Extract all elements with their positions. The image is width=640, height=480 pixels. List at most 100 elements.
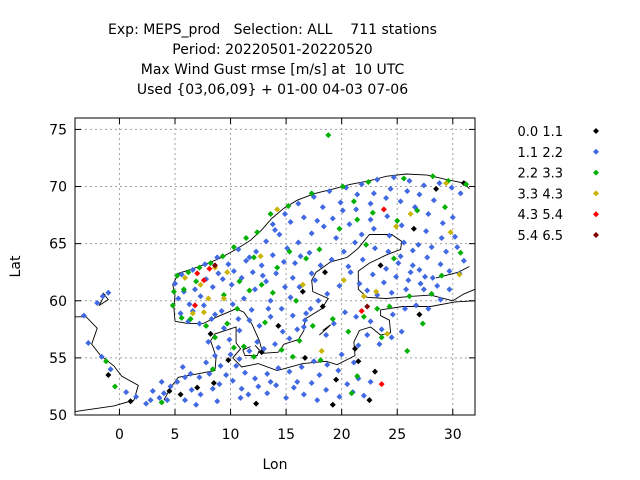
data-point <box>336 282 343 289</box>
data-point <box>347 269 354 276</box>
data-point <box>376 341 383 348</box>
data-point <box>378 381 385 388</box>
data-point <box>209 385 216 392</box>
data-point <box>302 317 308 324</box>
data-point <box>196 320 203 327</box>
legend-entry-marker <box>593 169 599 176</box>
data-point <box>205 338 212 345</box>
data-point <box>360 313 367 320</box>
data-point <box>220 292 227 299</box>
data-point <box>217 362 224 369</box>
data-point <box>287 218 294 225</box>
data-point <box>447 229 454 236</box>
data-point <box>353 313 360 320</box>
data-point <box>246 317 253 324</box>
y-tick-label: 65 <box>49 237 67 253</box>
data-point <box>207 330 214 337</box>
data-point <box>252 286 258 293</box>
data-point <box>254 338 261 345</box>
data-point <box>256 322 263 329</box>
data-point <box>287 294 294 301</box>
data-point <box>428 290 435 297</box>
data-point <box>200 309 207 316</box>
coastline <box>319 324 331 336</box>
data-point <box>370 190 377 197</box>
data-point <box>94 300 101 307</box>
data-point <box>185 269 192 276</box>
data-point <box>238 385 245 392</box>
data-point <box>252 375 258 382</box>
data-point <box>318 348 325 355</box>
data-point <box>429 173 436 180</box>
data-point <box>267 210 274 217</box>
data-point <box>282 284 288 291</box>
data-point <box>352 239 358 246</box>
data-point <box>339 207 346 214</box>
data-point <box>99 293 106 300</box>
data-point <box>307 305 314 312</box>
data-point <box>363 241 370 248</box>
legend-entry-label: 4.3 5.4 <box>518 208 563 223</box>
data-point <box>208 316 215 323</box>
data-point <box>245 391 252 398</box>
data-point <box>388 334 395 341</box>
data-point <box>369 209 376 216</box>
data-point <box>306 249 313 256</box>
data-point <box>342 309 348 316</box>
legend-entry-marker <box>593 128 599 134</box>
axis-ticks: 0 5 10 15 20 25 30 50 55 60 65 70 75 <box>49 118 475 443</box>
data-point <box>335 367 342 374</box>
data-point <box>323 386 330 393</box>
data-point <box>364 332 371 339</box>
data-point <box>316 372 323 379</box>
data-point <box>395 260 402 267</box>
data-point <box>255 383 262 390</box>
data-point <box>212 352 218 359</box>
data-point <box>179 364 186 371</box>
data-point <box>400 175 407 182</box>
data-point <box>273 270 280 277</box>
data-point <box>236 327 243 334</box>
title-line-2: Period: 20220501-20220520 <box>172 42 373 58</box>
data-point <box>267 378 274 385</box>
data-point <box>105 372 112 379</box>
data-point <box>253 400 260 407</box>
data-point <box>437 296 444 303</box>
data-point <box>212 334 218 341</box>
legend: 0.0 1.1 1.1 2.2 2.2 3.3 3.3 4.3 4.3 5.4 5.4 6… <box>518 125 599 244</box>
data-point <box>449 214 456 221</box>
coastline <box>172 173 470 322</box>
data-point <box>166 388 173 395</box>
data-point <box>398 222 405 229</box>
data-point <box>303 310 310 317</box>
data-point <box>364 287 371 294</box>
data-point <box>308 230 315 237</box>
data-point <box>282 210 288 217</box>
data-point <box>246 254 253 261</box>
data-point <box>147 397 154 404</box>
data-point <box>416 311 423 318</box>
data-point <box>295 239 302 246</box>
legend-entry-label: 5.4 6.5 <box>518 229 563 244</box>
data-point <box>317 262 324 269</box>
data-point <box>290 384 297 391</box>
data-point <box>192 286 198 293</box>
data-point <box>415 241 422 248</box>
data-point <box>369 271 376 278</box>
data-point <box>274 206 281 213</box>
x-tick-label: 25 <box>388 427 406 443</box>
data-point <box>214 254 221 261</box>
data-point <box>233 362 240 369</box>
data-point <box>186 301 193 308</box>
data-point <box>236 278 243 285</box>
data-point <box>438 272 445 279</box>
data-point <box>209 366 216 373</box>
data-point <box>328 256 335 263</box>
data-point <box>346 221 353 228</box>
data-point <box>355 342 362 349</box>
data-point <box>264 390 271 397</box>
data-point <box>127 398 134 405</box>
data-point <box>249 269 256 276</box>
data-point <box>225 357 232 364</box>
data-point <box>416 191 423 198</box>
